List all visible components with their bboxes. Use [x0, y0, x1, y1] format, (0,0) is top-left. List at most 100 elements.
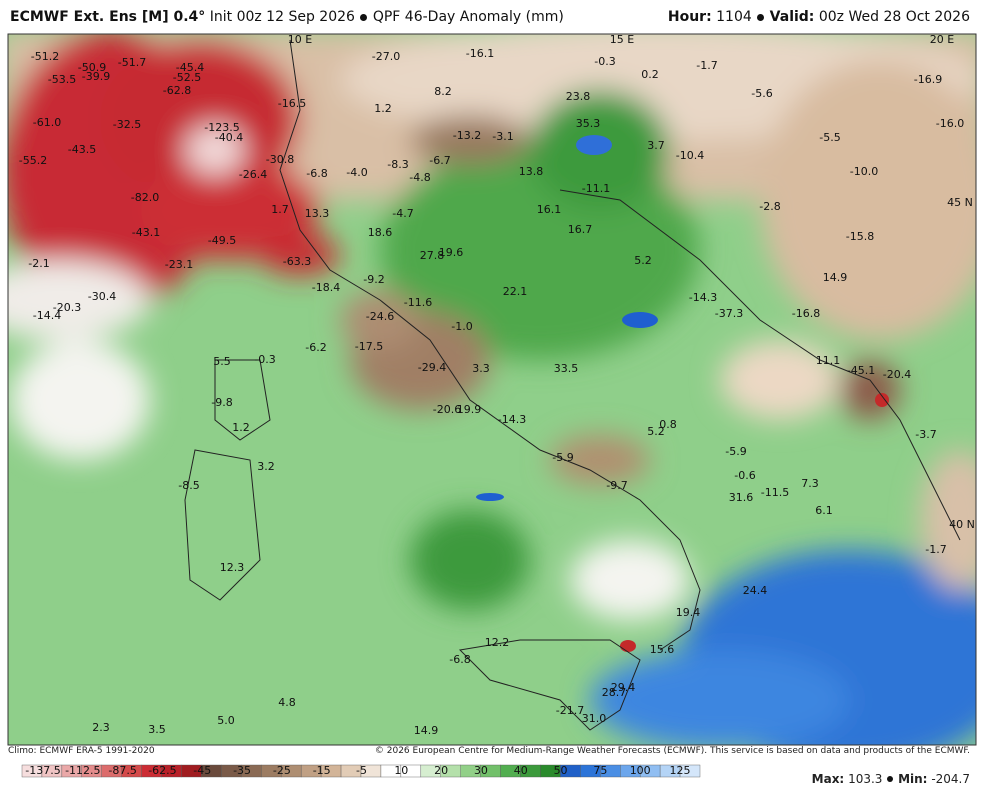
anomaly-label: 22.1: [503, 285, 528, 298]
anomaly-label: 5.0: [217, 714, 235, 727]
anomaly-label: -49.5: [208, 234, 236, 247]
anomaly-label: 13.3: [305, 207, 330, 220]
anomaly-label: -55.2: [19, 154, 47, 167]
colorbar-tick-label: -87.5: [108, 764, 136, 777]
colorbar-tick-label: 75: [593, 764, 607, 777]
anomaly-label: -6.8: [306, 167, 327, 180]
anomaly-label: -3.1: [492, 130, 513, 143]
anomaly-label: -5.9: [552, 451, 573, 464]
anomaly-label: -24.6: [366, 310, 394, 323]
anomaly-label: -5.6: [751, 87, 772, 100]
anomaly-label: -11.1: [582, 182, 610, 195]
anomaly-label: -37.3: [715, 307, 743, 320]
anomaly-label: -0.6: [734, 469, 755, 482]
anomaly-label: 5.5: [213, 355, 231, 368]
colorbar-tick-label: -35: [233, 764, 251, 777]
grid-label: 15 E: [610, 33, 634, 46]
anomaly-label: 16.1: [537, 203, 562, 216]
anomaly-label: -53.5: [48, 73, 76, 86]
header-left: ECMWF Ext. Ens [M] 0.4° Init 00z 12 Sep …: [10, 9, 564, 25]
colorbar-tick-label: -15: [313, 764, 331, 777]
anomaly-label: 1.7: [271, 203, 289, 216]
bullet: [757, 13, 765, 21]
colorbar-tick-label: 40: [514, 764, 528, 777]
anomaly-label: -21.7: [556, 704, 584, 717]
anomaly-label: -20.6: [433, 403, 461, 416]
anomaly-label: -29.4: [418, 361, 446, 374]
anomaly-label: 14.9: [823, 271, 848, 284]
anomaly-label: 29.4: [611, 681, 636, 694]
grid-label: 45 N: [947, 196, 973, 209]
colorbar-tick-label: 50: [554, 764, 568, 777]
climo: Climo: ECMWF ERA-5 1991-2020: [8, 746, 155, 756]
anomaly-label: 27.8: [420, 249, 445, 262]
anomaly-label: -6.8: [449, 653, 470, 666]
anomaly-label: 1.2: [232, 421, 250, 434]
valid: 00z Wed 28 Oct 2026: [818, 9, 970, 25]
colorbar-tick-label: -137.5: [25, 764, 60, 777]
anomaly-label: 1.2: [374, 102, 392, 115]
max-label: Max:: [811, 772, 845, 786]
hour-label: Hour:: [667, 9, 712, 25]
bullet: [360, 13, 368, 21]
anomaly-label: -1.0: [451, 320, 472, 333]
anomaly-label: -14.3: [498, 413, 526, 426]
anomaly-label: -20.4: [883, 368, 911, 381]
colorbar-tick-label: -62.5: [148, 764, 176, 777]
colorbar-tick-label: 125: [670, 764, 691, 777]
anomaly-label: -18.4: [312, 281, 340, 294]
anomaly-label: -0.3: [254, 353, 275, 366]
anomaly-label: -39.9: [82, 70, 110, 83]
max-min: Max: 103.3 Min: -204.7: [812, 772, 970, 786]
colorbar-tick-label: -45: [193, 764, 211, 777]
anomaly-label: -16.9: [914, 73, 942, 86]
anomaly-label: -51.7: [118, 56, 146, 69]
anomaly-label: 12.3: [220, 561, 245, 574]
anomaly-label: -43.5: [68, 143, 96, 156]
anomaly-label: -45.1: [847, 364, 875, 377]
anomaly-label: 28.7: [602, 686, 627, 699]
anomaly-label: 14.9: [414, 724, 439, 737]
header-right: Hour: 1104 Valid: 00z Wed 28 Oct 2026: [668, 9, 970, 25]
anomaly-label: 4.8: [278, 696, 296, 709]
anomaly-label: 24.4: [743, 584, 768, 597]
product: QPF 46-Day Anomaly (mm): [372, 9, 564, 25]
anomaly-label: -6.2: [305, 341, 326, 354]
anomaly-label: 3.2: [257, 460, 275, 473]
anomaly-label: 18.6: [368, 226, 393, 239]
bullet: [887, 776, 894, 782]
anomaly-label: 3.5: [148, 723, 166, 736]
anomaly-label: 0.8: [659, 418, 677, 431]
colorbar-tick-label: -112.5: [65, 764, 100, 777]
anomaly-label: -123.5: [204, 121, 239, 134]
copyright: © 2026 European Centre for Medium-Range …: [374, 746, 970, 756]
anomaly-label: 19.9: [457, 403, 482, 416]
anomaly-label: 0.2: [641, 68, 659, 81]
anomaly-label: 2.3: [92, 721, 110, 734]
anomaly-label: -15.8: [846, 230, 874, 243]
anomaly-label: 13.8: [519, 165, 544, 178]
anomaly-label: -16.8: [792, 307, 820, 320]
anomaly-label: 31.0: [582, 712, 607, 725]
anomaly-label: -52.5: [173, 71, 201, 84]
anomaly-label: -45.4: [176, 61, 204, 74]
anomaly-label: 23.8: [566, 90, 591, 103]
anomaly-label: -1.7: [925, 543, 946, 556]
colorbar-tick-label: 100: [630, 764, 651, 777]
anomaly-label: -27.0: [372, 50, 400, 63]
anomaly-label: -30.4: [88, 290, 116, 303]
anomaly-label: -16.5: [278, 97, 306, 110]
min: -204.7: [931, 772, 970, 786]
anomaly-label: -62.8: [163, 84, 191, 97]
anomaly-label: -20.3: [53, 301, 81, 314]
anomaly-label: -8.3: [387, 158, 408, 171]
init: Init 00z 12 Sep 2026: [209, 9, 355, 25]
anomaly-label: -4.0: [346, 166, 367, 179]
anomaly-label: -4.7: [392, 207, 413, 220]
valid-label: Valid:: [769, 9, 815, 25]
grid-label: 40 N: [949, 518, 975, 531]
anomaly-label: -13.2: [453, 129, 481, 142]
anomaly-label: -23.1: [165, 258, 193, 271]
max: 103.3: [848, 772, 883, 786]
